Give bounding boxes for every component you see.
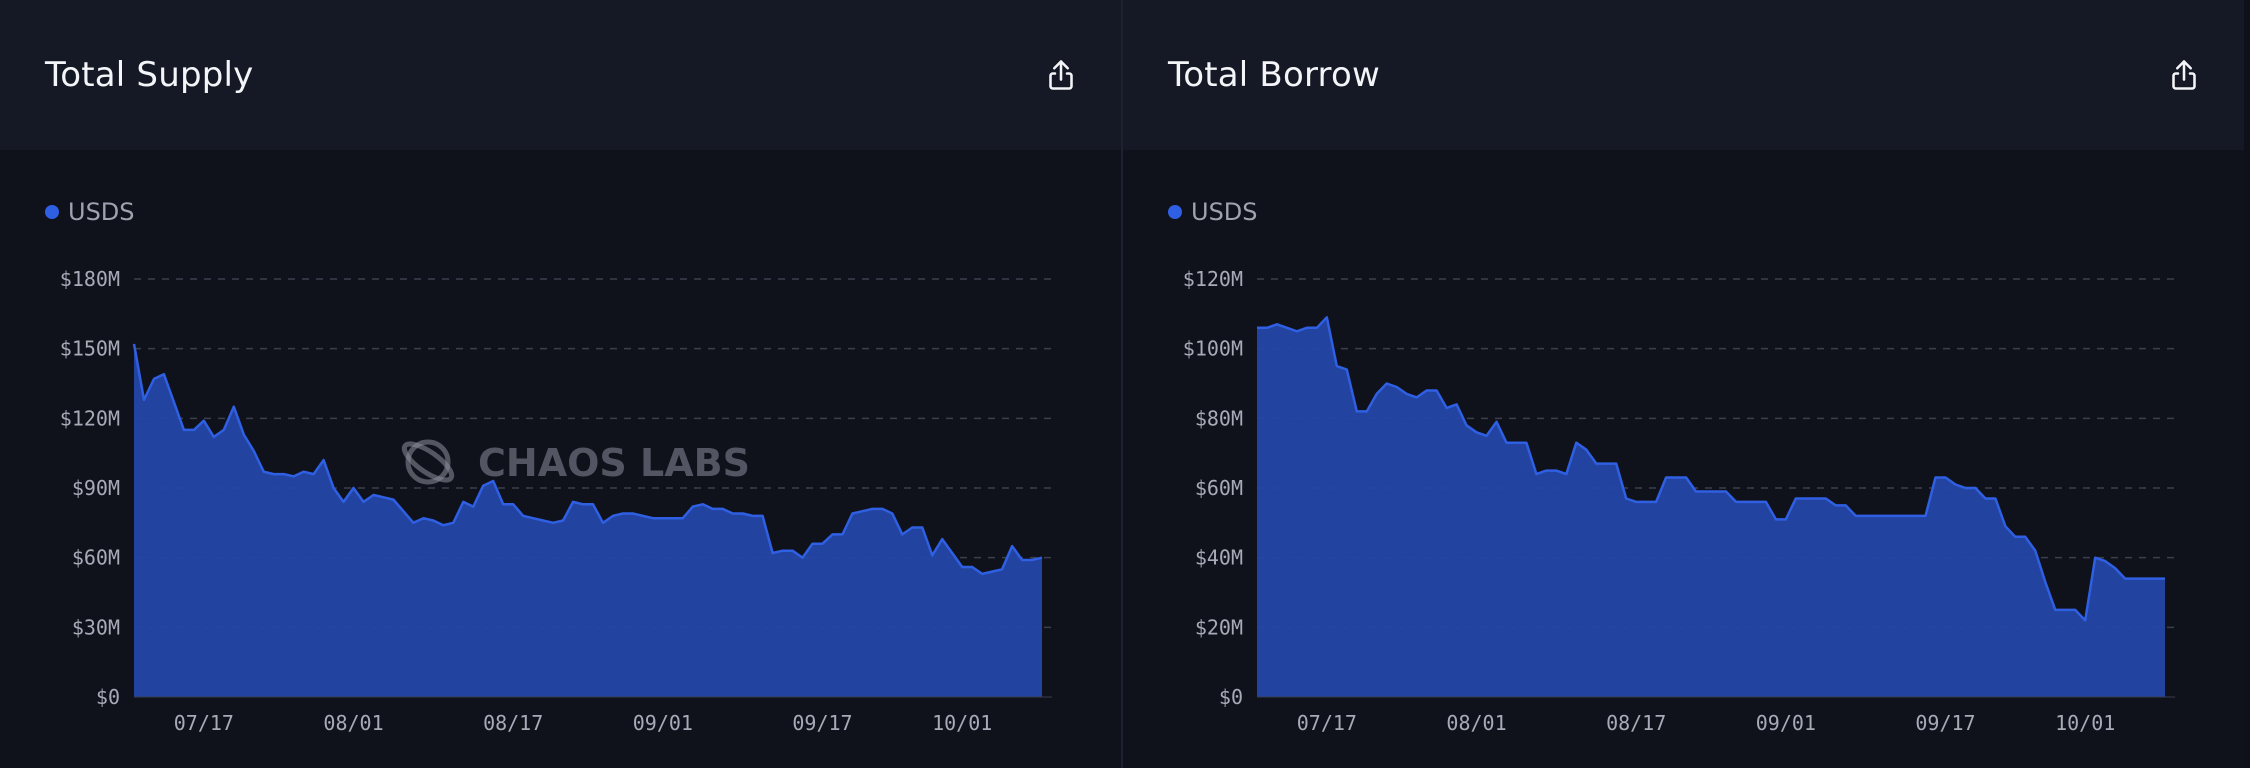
y-tick-label: $0 xyxy=(96,685,120,709)
x-tick-label: 08/17 xyxy=(1606,711,1666,735)
x-tick-label: 08/01 xyxy=(323,711,383,735)
watermark-logo-orbit xyxy=(401,441,455,483)
x-tick-label: 08/01 xyxy=(1446,711,1506,735)
y-tick-label: $0 xyxy=(1219,685,1243,709)
total-supply-panel: Total Supply USDS $0 $30M $60M $90M $120M $15… xyxy=(0,0,1122,768)
watermark-text: CHAOS LABS xyxy=(478,441,750,485)
export-button[interactable] xyxy=(2160,51,2208,99)
series-line-usds xyxy=(132,343,1043,576)
y-tick-label: $20M xyxy=(1195,615,1243,639)
chaos-labs-watermark: CHAOS LABS xyxy=(401,439,750,485)
y-tick-label: $30M xyxy=(72,615,120,639)
chart-legend[interactable]: USDS xyxy=(1168,198,1258,226)
y-tick-label: $40M xyxy=(1195,546,1243,570)
share-upload-icon xyxy=(2172,60,2196,90)
legend-dot xyxy=(45,205,59,219)
x-tick-label: 09/17 xyxy=(1915,711,1975,735)
y-tick-label: $60M xyxy=(1195,476,1243,500)
y-tick-label: $150M xyxy=(60,337,120,361)
y-tick-label: $80M xyxy=(1195,406,1243,430)
legend-label: USDS xyxy=(68,198,135,226)
x-tick-label: 10/01 xyxy=(932,711,992,735)
panel-title: Total Supply xyxy=(45,55,254,95)
export-button[interactable] xyxy=(1037,51,1085,99)
series-area-usds[interactable] xyxy=(134,344,1043,697)
legend-label: USDS xyxy=(1191,198,1258,226)
y-tick-label: $120M xyxy=(60,406,120,430)
legend-dot xyxy=(1168,205,1182,219)
total-borrow-panel: Total Borrow USDS $0 $20M $40M $60M $80M $100… xyxy=(1122,0,2244,768)
y-tick-label: $90M xyxy=(72,476,120,500)
total-supply-chart: $0 $30M $60M $90M $120M $150M $180M 07/17 08/01 0… xyxy=(60,267,1052,735)
chart-legend[interactable]: USDS xyxy=(45,198,135,226)
watermark-logo-ring xyxy=(405,439,451,485)
y-tick-label: $60M xyxy=(72,546,120,570)
x-tick-label: 09/17 xyxy=(792,711,852,735)
panel-header: Total Borrow xyxy=(1123,0,2244,150)
share-upload-icon xyxy=(1049,60,1073,90)
x-tick-label: 09/01 xyxy=(1756,711,1816,735)
series-line-usds xyxy=(1257,316,2165,622)
y-tick-label: $180M xyxy=(60,267,120,291)
x-tick-label: 07/17 xyxy=(174,711,234,735)
total-borrow-chart: $0 $20M $40M $60M $80M $100M $120M 07/17 08/01 08… xyxy=(1183,267,2175,735)
series-area-usds[interactable] xyxy=(1257,317,2166,697)
x-tick-label: 09/01 xyxy=(633,711,693,735)
panel-header: Total Supply xyxy=(0,0,1121,150)
panel-title: Total Borrow xyxy=(1168,55,1380,95)
x-tick-label: 07/17 xyxy=(1297,711,1357,735)
x-tick-label: 08/17 xyxy=(483,711,543,735)
y-tick-label: $120M xyxy=(1183,267,1243,291)
y-tick-label: $100M xyxy=(1183,337,1243,361)
x-tick-label: 10/01 xyxy=(2055,711,2115,735)
